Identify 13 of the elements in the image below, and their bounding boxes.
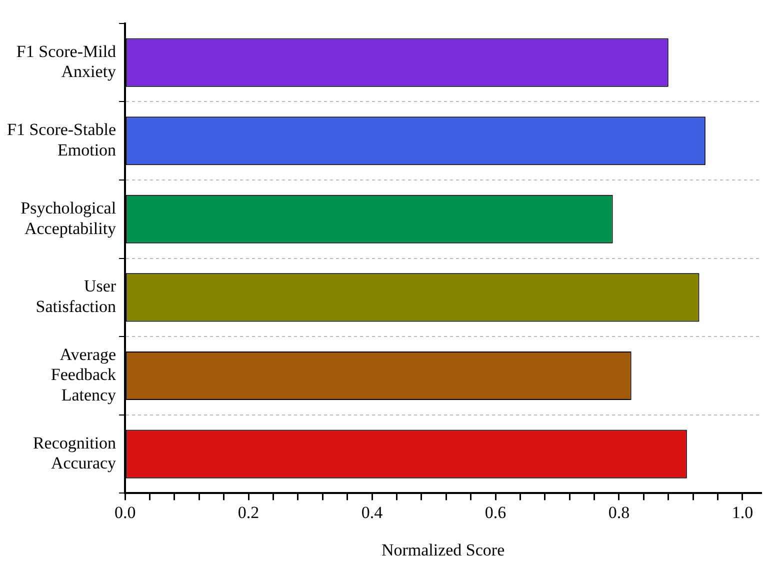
y-tick-label: Average Feedback Latency <box>50 344 117 405</box>
x-axis-title: Normalized Score <box>381 540 505 560</box>
x-tick-label: 1.0 <box>732 502 754 522</box>
y-tick-label: F1 Score-Mild Anxiety <box>16 42 117 82</box>
y-tick-label: Recognition Accuracy <box>32 433 117 473</box>
x-tick-label: 0.4 <box>361 502 384 522</box>
x-tick-label: 0.8 <box>608 502 630 522</box>
x-tick-label: 0.2 <box>238 502 260 522</box>
x-tick-label: 0.6 <box>484 502 506 522</box>
y-tick-label: User Satisfaction <box>36 276 117 316</box>
y-tick-label: F1 Score-Stable Emotion <box>6 120 117 160</box>
x-tick-label: 0.0 <box>114 502 136 522</box>
y-tick-label: Psychological Acceptability <box>20 198 117 238</box>
